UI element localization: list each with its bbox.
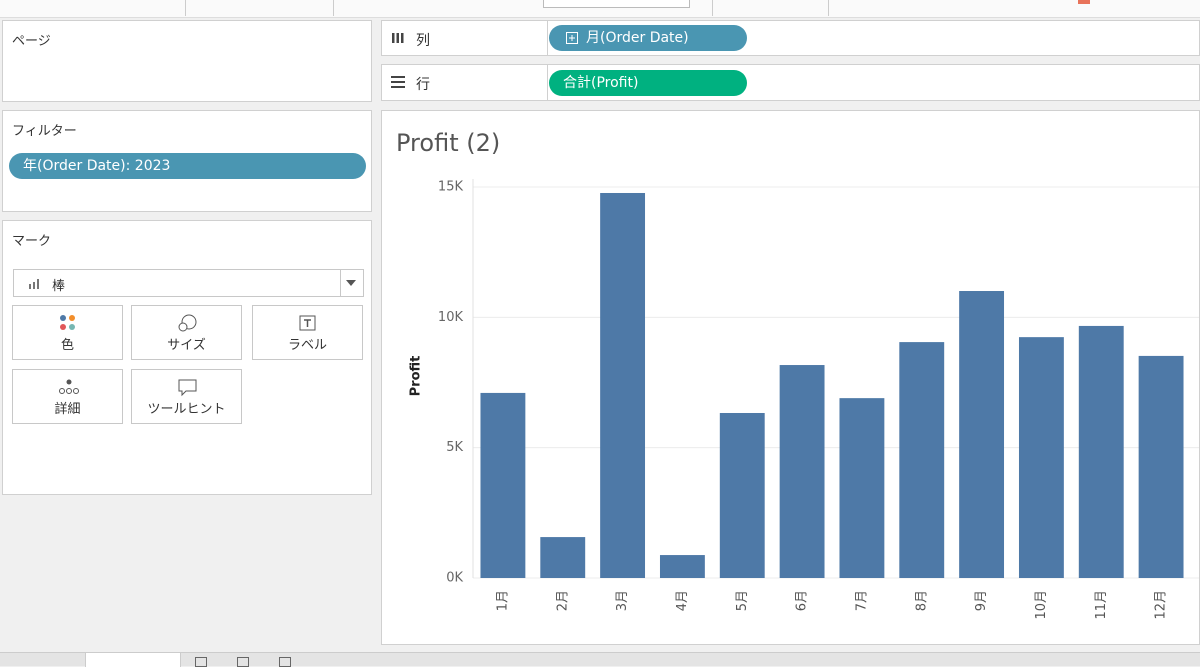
bar xyxy=(839,398,885,578)
bar xyxy=(719,412,765,578)
panel-title: マーク xyxy=(12,234,52,249)
bar xyxy=(480,392,526,578)
separator xyxy=(712,0,713,16)
bar xyxy=(659,555,705,578)
label-icon xyxy=(299,315,316,331)
columns-shelf: 列 月(Order Date) xyxy=(381,20,1200,56)
x-tick-label: 12月 xyxy=(1154,590,1169,620)
button-label: 色 xyxy=(60,338,74,353)
y-tick-label: 10K xyxy=(438,310,464,325)
filter-pill[interactable]: 年(Order Date): 2023 xyxy=(9,153,366,179)
bar-icon xyxy=(29,279,39,289)
sheet-tab[interactable] xyxy=(85,653,181,667)
rows-pill[interactable]: 合計(Profit) xyxy=(549,70,747,96)
button-label: ツールヒント xyxy=(147,402,226,417)
dropdown-arrow xyxy=(346,280,356,286)
columns-pill[interactable]: 月(Order Date) xyxy=(549,25,747,51)
x-tick-label: 4月 xyxy=(675,590,690,611)
sheet-tabs xyxy=(0,652,1200,667)
button-label: サイズ xyxy=(167,338,206,353)
label-button[interactable]: ラベル xyxy=(252,305,363,360)
size-button[interactable]: サイズ xyxy=(131,305,242,360)
mark-type: 棒 xyxy=(52,279,66,294)
marks-panel: マーク 棒 色 サイズ ラベル 詳細 ツールヒント xyxy=(2,220,372,495)
tooltip-button[interactable]: ツールヒント xyxy=(131,369,242,424)
color-button[interactable]: 色 xyxy=(12,305,123,360)
size-icon xyxy=(178,314,197,332)
rows-icon xyxy=(391,76,405,88)
shelf-label: 列 xyxy=(416,33,430,49)
mark-type-dropdown[interactable]: 棒 xyxy=(13,269,364,297)
toolbar xyxy=(0,0,1200,18)
x-tick-label: 5月 xyxy=(735,590,750,611)
y-tick-label: 0K xyxy=(446,571,463,586)
expand-icon xyxy=(566,32,578,44)
detail-icon xyxy=(59,379,79,394)
x-tick-label: 3月 xyxy=(615,590,630,611)
bar xyxy=(959,291,1005,578)
chart: Profit (2) Profit 0K 5K 10K 15K 1月 2月 3月 4月 5月 6月… xyxy=(381,110,1200,645)
shelf-label: 行 xyxy=(416,77,430,93)
panel-title: ページ xyxy=(12,34,51,49)
y-tick-label: 5K xyxy=(446,440,463,455)
panel-title: フィルター xyxy=(12,124,77,139)
x-tick-label: 6月 xyxy=(795,590,810,611)
bar xyxy=(1078,325,1124,578)
bar xyxy=(600,192,646,578)
filters-panel: フィルター 年(Order Date): 2023 xyxy=(2,110,372,212)
separator xyxy=(828,0,829,16)
x-tick-label: 8月 xyxy=(914,590,929,611)
chart-title: Profit (2) xyxy=(396,129,500,157)
toolbar-dropdown[interactable] xyxy=(543,0,690,8)
pages-panel: ページ xyxy=(2,20,372,102)
button-label: ラベル xyxy=(287,338,327,353)
separator xyxy=(547,21,548,55)
x-tick-label: 2月 xyxy=(555,590,570,611)
x-tick-label: 1月 xyxy=(495,590,510,611)
rows-shelf: 行 合計(Profit) xyxy=(381,64,1200,101)
x-tick-label: 7月 xyxy=(854,590,869,611)
y-axis-label: Profit xyxy=(409,356,424,397)
separator xyxy=(185,0,186,16)
bar xyxy=(1138,355,1184,578)
button-label: 詳細 xyxy=(54,402,81,417)
x-tick-label: 9月 xyxy=(974,590,989,611)
toolbar-icon[interactable] xyxy=(1078,0,1090,4)
x-tick-label: 10月 xyxy=(1034,590,1049,620)
detail-button[interactable]: 詳細 xyxy=(12,369,123,424)
columns-icon xyxy=(392,33,404,43)
bar xyxy=(540,537,586,578)
bar xyxy=(779,365,825,578)
bar xyxy=(1018,337,1064,578)
separator xyxy=(547,65,548,100)
x-tick-label: 11月 xyxy=(1094,590,1109,620)
color-icon xyxy=(60,315,75,330)
bar xyxy=(899,342,945,578)
tooltip-icon xyxy=(178,379,197,397)
separator xyxy=(333,0,334,16)
y-tick-label: 15K xyxy=(438,180,464,195)
separator xyxy=(340,270,341,296)
